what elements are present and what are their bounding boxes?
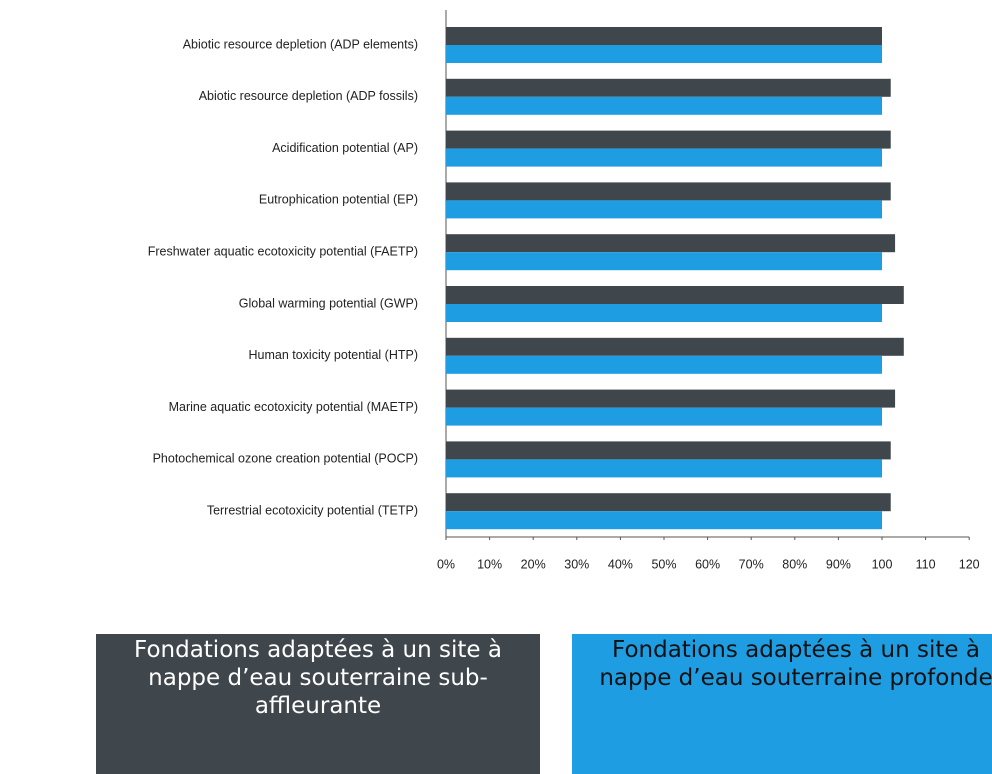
bar — [446, 355, 882, 374]
legend-box: Fondations adaptées à un site à nappe d’… — [572, 634, 992, 774]
y-tick-label: Human toxicity potential (HTP) — [248, 348, 418, 362]
y-tick-label: Abiotic resource depletion (ADP elements… — [183, 37, 418, 51]
bar — [446, 96, 882, 115]
bar — [446, 407, 882, 426]
bar — [446, 27, 882, 45]
legend-box: Fondations adaptées à un site à nappe d’… — [96, 634, 540, 774]
bar — [446, 130, 891, 149]
y-tick-label: Global warming potential (GWP) — [239, 296, 418, 310]
x-tick-label: 50% — [651, 557, 676, 571]
x-tick-label: 90% — [826, 557, 851, 571]
y-tick-label: Marine aquatic ecotoxicity potential (MA… — [169, 400, 418, 414]
bar — [446, 459, 882, 478]
y-tick-label: Acidification potential (AP) — [272, 141, 418, 155]
x-tick-label: 70% — [739, 557, 764, 571]
y-tick-label: Eutrophication potential (EP) — [259, 193, 418, 207]
bar — [446, 200, 882, 219]
y-tick-label: Abiotic resource depletion (ADP fossils) — [199, 89, 418, 103]
bar — [446, 148, 882, 167]
x-tick-label: 10% — [477, 557, 502, 571]
x-tick-label: 110 — [916, 557, 936, 571]
bar — [446, 304, 882, 322]
x-tick-label: 120 — [959, 557, 980, 571]
bar — [446, 493, 891, 512]
y-tick-label: Photochemical ozone creation potential (… — [153, 452, 418, 466]
x-tick-label: 100 — [872, 557, 893, 571]
x-tick-label: 60% — [695, 557, 720, 571]
x-tick-label: 0% — [437, 557, 455, 571]
bar — [446, 389, 896, 408]
x-tick-label: 30% — [564, 557, 589, 571]
bar — [446, 441, 891, 460]
bar — [446, 511, 882, 530]
bar — [446, 252, 882, 271]
bar — [446, 182, 891, 201]
x-tick-label: 20% — [521, 557, 546, 571]
bar — [446, 337, 904, 356]
chart: 0% 10% 20% 30% 40% 50% 60% 70% 80% 90% 100 110 120 Ab… — [148, 10, 980, 571]
bar — [446, 78, 891, 97]
y-tick-label: Terrestrial ecotoxicity potential (TETP) — [207, 503, 418, 517]
y-tick-label: Freshwater aquatic ecotoxicity potential… — [148, 244, 418, 258]
x-tick-label: 40% — [608, 557, 633, 571]
bar — [446, 234, 896, 253]
bar — [446, 45, 882, 63]
legend-text: Fondations adaptées à un site à nappe d’… — [599, 637, 992, 691]
bar — [446, 286, 904, 304]
x-tick-label: 80% — [782, 557, 807, 571]
